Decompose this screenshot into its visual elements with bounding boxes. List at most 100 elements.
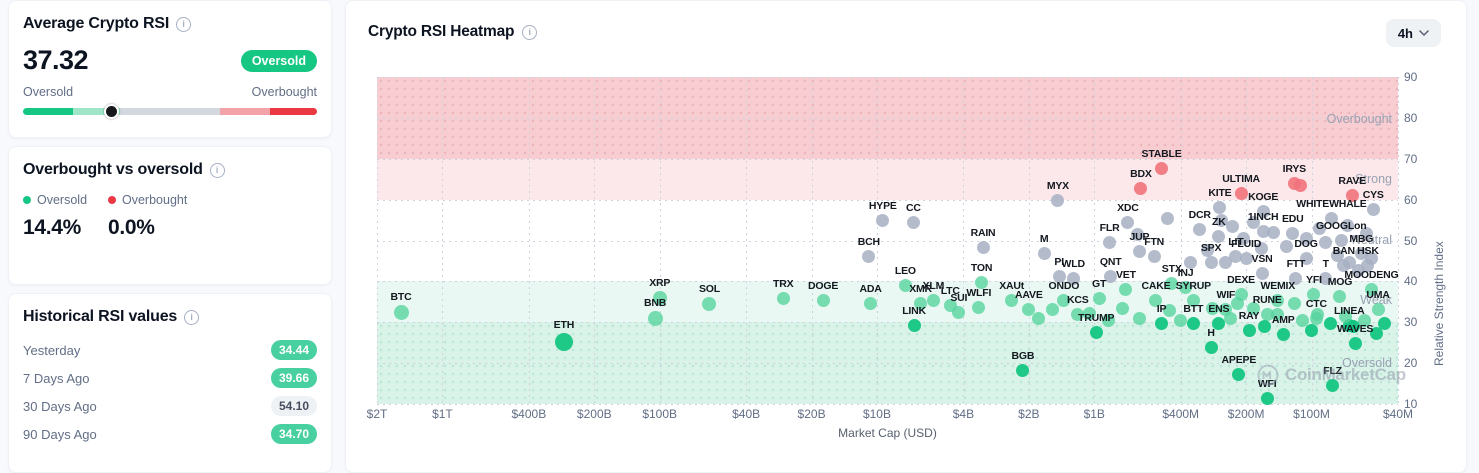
coin-dot[interactable]: [1226, 219, 1240, 233]
coin-dot[interactable]: [1378, 317, 1392, 331]
coin-dot[interactable]: [1161, 211, 1175, 225]
coin-dot[interactable]: [1116, 301, 1130, 315]
coin-dot[interactable]: [1218, 256, 1232, 270]
coin-dot[interactable]: [1237, 231, 1251, 245]
coin-dot-SYRUP[interactable]: [1186, 294, 1200, 308]
coin-dot-SPX[interactable]: [1204, 256, 1218, 270]
coin-dot-RAIN[interactable]: [976, 240, 990, 254]
coin-dot-CC[interactable]: [906, 216, 920, 230]
coin-dot[interactable]: [1312, 221, 1326, 235]
coin-dot-DOG[interactable]: [1299, 252, 1313, 266]
coin-dot-FLUID[interactable]: [1239, 252, 1253, 266]
coin-dot-XDC[interactable]: [1121, 216, 1135, 230]
coin-dot-STABLE[interactable]: [1155, 162, 1169, 176]
coin-dot[interactable]: [1132, 311, 1146, 325]
coin-dot-HYPE[interactable]: [876, 214, 890, 228]
coin-dot-SOL[interactable]: [702, 296, 717, 311]
coin-dot[interactable]: [1230, 296, 1244, 310]
coin-dot[interactable]: [1296, 314, 1310, 328]
coin-dot[interactable]: [1323, 317, 1337, 331]
coin-dot-MOODENG[interactable]: [1364, 283, 1378, 297]
coin-dot[interactable]: [1310, 308, 1324, 322]
coin-dot-PI[interactable]: [1052, 269, 1066, 283]
coin-dot-BGB[interactable]: [1016, 364, 1030, 378]
coin-dot-1INCH[interactable]: [1256, 224, 1270, 238]
coin-dot-BTT[interactable]: [1186, 316, 1200, 330]
coin-dot-IP[interactable]: [1155, 317, 1169, 331]
coin-dot-XRP[interactable]: [652, 291, 667, 306]
coin-dot-ETH[interactable]: [554, 332, 573, 351]
coin-dot[interactable]: [1305, 323, 1319, 337]
coin-dot-XLM[interactable]: [926, 293, 940, 307]
coin-dot-RAVE[interactable]: [1345, 188, 1359, 202]
coin-dot[interactable]: [1358, 314, 1372, 328]
coin-dot-CYS[interactable]: [1366, 202, 1380, 216]
coin-dot-WHITEWHALE[interactable]: [1324, 212, 1338, 226]
coin-dot[interactable]: [1163, 304, 1177, 318]
coin-dot[interactable]: [1206, 301, 1220, 315]
coin-dot-DCR[interactable]: [1193, 223, 1207, 237]
coin-dot[interactable]: [1131, 227, 1145, 241]
coin-dot[interactable]: [1184, 256, 1198, 270]
info-icon[interactable]: i: [209, 162, 225, 178]
coin-dot[interactable]: [1246, 302, 1260, 316]
coin-dot[interactable]: [1319, 236, 1333, 250]
coin-dot[interactable]: [1174, 313, 1188, 327]
coin-dot-MOG[interactable]: [1333, 290, 1347, 304]
coin-dot-KOGE[interactable]: [1256, 204, 1270, 218]
coin-dot[interactable]: [1364, 251, 1378, 265]
coin-dot-H[interactable]: [1204, 340, 1218, 354]
coin-dot[interactable]: [1266, 225, 1280, 239]
coin-dot[interactable]: [1271, 308, 1285, 322]
coin-dot-INJ[interactable]: [1179, 280, 1193, 294]
coin-dot[interactable]: [1341, 219, 1355, 233]
coin-dot-FLR[interactable]: [1103, 235, 1117, 249]
coin-dot-TON[interactable]: [975, 275, 989, 289]
coin-dot[interactable]: [1330, 249, 1344, 263]
coin-dot-FTT[interactable]: [1289, 272, 1303, 286]
coin-dot-EDU[interactable]: [1286, 227, 1300, 241]
info-icon[interactable]: i: [184, 309, 200, 325]
coin-dot-LIT[interactable]: [1229, 249, 1243, 263]
coin-dot[interactable]: [1338, 310, 1352, 324]
info-icon[interactable]: i: [522, 24, 538, 40]
coin-dot[interactable]: [1254, 242, 1268, 256]
coin-dot[interactable]: [1351, 264, 1365, 278]
coin-dot-MYX[interactable]: [1051, 194, 1065, 208]
coin-dot[interactable]: [1246, 215, 1260, 229]
coin-dot-LEO[interactable]: [898, 278, 912, 292]
coin-dot-TRX[interactable]: [776, 292, 790, 306]
coin-dot-VSN[interactable]: [1255, 266, 1269, 280]
coin-dot[interactable]: [1370, 326, 1384, 340]
coin-dot[interactable]: [1083, 306, 1097, 320]
coin-dot-WLFI[interactable]: [972, 300, 986, 314]
coin-dot-KCS[interactable]: [1071, 307, 1085, 321]
coin-dot-GT[interactable]: [1092, 291, 1106, 305]
coin-dot-XAUt[interactable]: [1005, 294, 1019, 308]
coin-dot-BDX[interactable]: [1134, 182, 1148, 196]
coin-dot-AAVE[interactable]: [1022, 302, 1036, 316]
coin-dot-M[interactable]: [1037, 246, 1051, 260]
coin-dot[interactable]: [1046, 303, 1060, 317]
coin-dot-ONDO[interactable]: [1057, 294, 1071, 308]
coin-dot-WEMIX[interactable]: [1271, 293, 1285, 307]
coin-dot[interactable]: [1293, 178, 1307, 192]
coin-dot[interactable]: [1257, 320, 1271, 334]
coin-dot[interactable]: [1214, 213, 1228, 227]
coin-dot-TRUMP[interactable]: [1089, 325, 1103, 339]
coin-dot-ZK[interactable]: [1212, 229, 1226, 243]
coin-dot-MBG[interactable]: [1354, 246, 1368, 260]
coin-dot-FTN[interactable]: [1147, 249, 1161, 263]
coin-dot[interactable]: [1300, 231, 1314, 245]
coin-dot-SUI[interactable]: [952, 305, 966, 319]
coin-dot-RUNE[interactable]: [1260, 307, 1274, 321]
coin-dot-AMP[interactable]: [1276, 327, 1290, 341]
coin-dot-T[interactable]: [1319, 272, 1333, 286]
coin-dot[interactable]: [1032, 311, 1046, 325]
coin-dot-ULTIMA[interactable]: [1234, 186, 1248, 200]
coin-dot-APEPE[interactable]: [1232, 367, 1246, 381]
coin-dot-GOOGLon[interactable]: [1334, 234, 1348, 248]
coin-dot[interactable]: [1101, 313, 1115, 327]
coin-dot-BTC[interactable]: [393, 304, 409, 320]
coin-dot-KITE[interactable]: [1213, 201, 1227, 215]
